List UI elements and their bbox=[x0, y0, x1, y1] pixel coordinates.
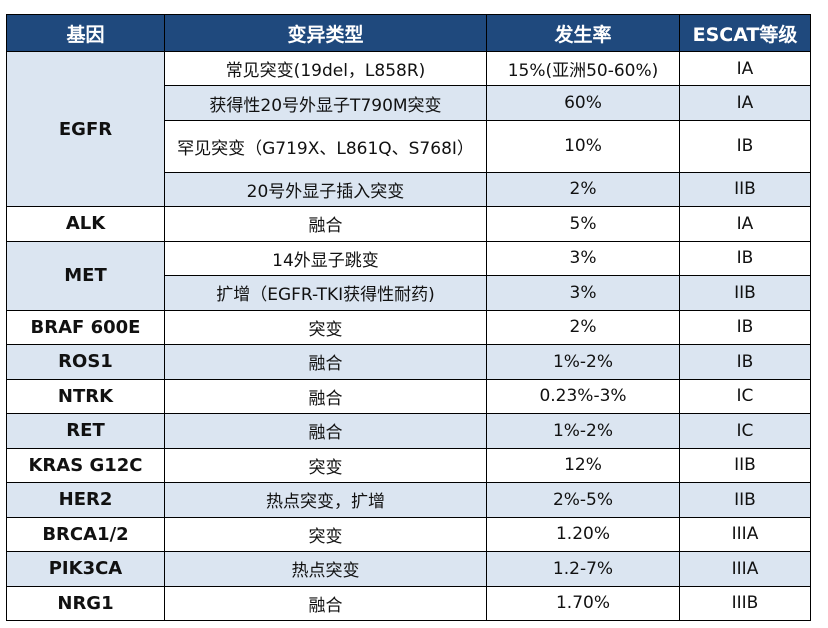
escat-level-cell: IB bbox=[679, 119, 811, 173]
table-row: HER2 热点突变，扩增 2%-5% IIB bbox=[6, 482, 811, 518]
table-row: 20号外显子插入突变 2% IIB bbox=[7, 171, 811, 208]
incidence-cell: 1%-2% bbox=[486, 344, 680, 380]
escat-level-cell: IB bbox=[679, 309, 811, 346]
escat-level-cell: IC bbox=[679, 378, 811, 415]
table-row: MET 14外显子跳变 3% IB bbox=[6, 240, 811, 311]
header-gene: 基因 bbox=[6, 14, 165, 52]
escat-level-cell: IIB bbox=[679, 447, 811, 484]
variant-type-cell: 20号外显子插入突变 bbox=[164, 171, 487, 208]
table-row: 罕见突变（G719X、L861Q、S768I） 10% IB bbox=[7, 119, 811, 173]
header-variant-type: 变异类型 bbox=[164, 14, 487, 52]
variant-type-cell: 融合 bbox=[164, 378, 487, 415]
incidence-cell: 2% bbox=[486, 171, 680, 208]
incidence-cell: 1.70% bbox=[486, 585, 680, 621]
escat-level-cell: IA bbox=[679, 206, 811, 242]
gene-cell: RET bbox=[6, 413, 165, 449]
escat-level-cell: IA bbox=[679, 85, 811, 121]
variant-type-cell: 常见突变(19del，L858R) bbox=[164, 50, 487, 87]
header-incidence: 发生率 bbox=[486, 14, 680, 52]
gene-cell: HER2 bbox=[6, 482, 165, 518]
incidence-cell: 5% bbox=[486, 206, 680, 242]
variant-type-cell: 融合 bbox=[164, 413, 487, 449]
escat-level-cell: IIIA bbox=[679, 516, 811, 553]
variant-type-cell: 罕见突变（G719X、L861Q、S768I） bbox=[164, 119, 487, 173]
variant-type-cell: 突变 bbox=[164, 309, 487, 346]
incidence-cell: 2%-5% bbox=[486, 482, 680, 518]
variant-type-cell: 融合 bbox=[164, 206, 487, 242]
incidence-cell: 1%-2% bbox=[486, 413, 680, 449]
escat-level-cell: IIB bbox=[679, 482, 811, 518]
table-row: BRAF 600E 突变 2% IB bbox=[6, 309, 811, 346]
gene-cell: ALK bbox=[6, 206, 165, 242]
incidence-cell: 3% bbox=[486, 275, 680, 311]
gene-cell: ROS1 bbox=[6, 344, 165, 380]
table-row: RET 融合 1%-2% IC bbox=[6, 413, 811, 449]
gene-cell: KRAS G12C bbox=[6, 447, 165, 484]
table-row: BRCA1/2 突变 1.20% IIIA bbox=[6, 516, 811, 553]
table-row: NTRK 融合 0.23%-3% IC bbox=[6, 378, 811, 415]
escat-level-cell: IA bbox=[679, 50, 811, 87]
incidence-cell: 60% bbox=[486, 85, 680, 121]
variant-type-cell: 热点突变 bbox=[164, 551, 487, 587]
escat-level-cell: IIIB bbox=[679, 585, 811, 621]
escat-level-cell: IB bbox=[679, 240, 811, 277]
gene-cell: PIK3CA bbox=[6, 551, 165, 587]
gene-cell: BRAF 600E bbox=[6, 309, 165, 346]
incidence-cell: 2% bbox=[486, 309, 680, 346]
escat-level-cell: IC bbox=[679, 413, 811, 449]
incidence-cell: 10% bbox=[486, 119, 680, 173]
incidence-cell: 15%(亚洲50-60%) bbox=[486, 50, 680, 87]
table-row: NRG1 融合 1.70% IIIB bbox=[6, 585, 811, 621]
table-row: 获得性20号外显子T790M突变 60% IA bbox=[7, 85, 811, 121]
table-row: ROS1 融合 1%-2% IB bbox=[6, 344, 811, 380]
table-body: EGFR 常见突变(19del，L858R) 15%(亚洲50-60%) IA … bbox=[6, 50, 811, 621]
gene-variant-table: 基因 变异类型 发生率 ESCAT等级 EGFR 常见突变(19del，L858… bbox=[6, 14, 811, 621]
variant-type-cell: 热点突变，扩增 bbox=[164, 482, 487, 518]
escat-level-cell: IIB bbox=[679, 275, 811, 311]
table-row: 扩增（EGFR-TKI获得性耐药) 3% IIB bbox=[7, 275, 811, 311]
gene-cell: BRCA1/2 bbox=[6, 516, 165, 553]
gene-cell: EGFR bbox=[6, 50, 165, 208]
incidence-cell: 1.2-7% bbox=[486, 551, 680, 587]
table-row: EGFR 常见突变(19del，L858R) 15%(亚洲50-60%) IA bbox=[6, 50, 811, 208]
variant-type-cell: 突变 bbox=[164, 516, 487, 553]
variant-type-cell: 融合 bbox=[164, 344, 487, 380]
variant-type-cell: 突变 bbox=[164, 447, 487, 484]
incidence-cell: 3% bbox=[486, 240, 680, 277]
variant-type-cell: 14外显子跳变 bbox=[164, 240, 487, 277]
table-row: PIK3CA 热点突变 1.2-7% IIIA bbox=[6, 551, 811, 587]
gene-cell: NTRK bbox=[6, 378, 165, 415]
variant-type-cell: 扩增（EGFR-TKI获得性耐药) bbox=[164, 275, 487, 311]
escat-level-cell: IB bbox=[679, 344, 811, 380]
variant-type-cell: 获得性20号外显子T790M突变 bbox=[164, 85, 487, 121]
incidence-cell: 12% bbox=[486, 447, 680, 484]
escat-level-cell: IIB bbox=[679, 171, 811, 208]
variant-type-cell: 融合 bbox=[164, 585, 487, 621]
incidence-cell: 1.20% bbox=[486, 516, 680, 553]
header-escat-level: ESCAT等级 bbox=[679, 14, 811, 52]
table-header: 基因 变异类型 发生率 ESCAT等级 bbox=[6, 14, 811, 52]
table-row: ALK 融合 5% IA bbox=[6, 206, 811, 242]
table-row: KRAS G12C 突变 12% IIB bbox=[6, 447, 811, 484]
header-row: 基因 变异类型 发生率 ESCAT等级 bbox=[6, 14, 811, 52]
gene-cell: NRG1 bbox=[6, 585, 165, 621]
incidence-cell: 0.23%-3% bbox=[486, 378, 680, 415]
escat-level-cell: IIIA bbox=[679, 551, 811, 587]
gene-cell: MET bbox=[6, 240, 165, 311]
